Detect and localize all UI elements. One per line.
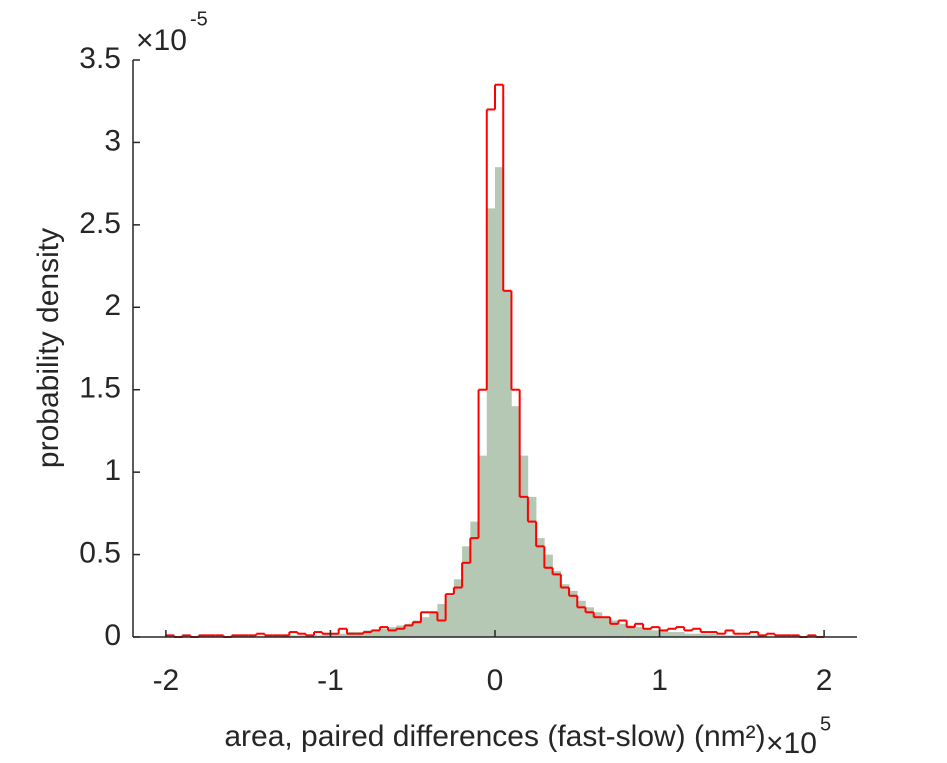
histogram-bar [322, 633, 331, 637]
y-tick-label: 2 [104, 289, 121, 322]
y-tick-label: 0 [104, 619, 121, 652]
histogram-bar [692, 633, 701, 637]
histogram-bar [519, 455, 529, 637]
histogram-bar [511, 406, 520, 637]
x-multiplier: ×10 [766, 727, 817, 760]
x-tick-label: 0 [487, 664, 504, 697]
y-tick-label: 1.5 [79, 372, 121, 405]
y-multiplier-exponent: -5 [190, 8, 208, 30]
histogram-bar [379, 628, 389, 637]
histogram-bar [297, 635, 307, 637]
x-tick-label: -2 [153, 664, 180, 697]
y-axis-label: probability density [32, 228, 65, 468]
y-tick-label: 3.5 [79, 42, 121, 75]
histogram-bar [363, 630, 372, 637]
histogram-bar [495, 167, 504, 637]
histogram-bar [725, 635, 734, 637]
histogram-bar [750, 635, 759, 637]
histogram-bar [478, 455, 488, 637]
x-tick-label: 1 [651, 664, 668, 697]
histogram-bar [593, 612, 603, 637]
histogram-bar [388, 627, 397, 637]
histogram-bar [585, 607, 595, 637]
y-tick-label: 1 [104, 454, 121, 487]
histogram-bar [577, 600, 586, 637]
histogram-bar [634, 627, 644, 637]
histogram-bar [601, 617, 611, 637]
histogram-bar [429, 612, 438, 637]
histogram-bar [486, 208, 496, 637]
histogram-bar [445, 595, 455, 637]
histogram-bar [412, 620, 422, 637]
histogram-bar [667, 632, 677, 637]
histogram-bar [453, 579, 463, 637]
histogram-bar [643, 628, 652, 637]
histogram-bar [470, 521, 479, 637]
histogram-bar [569, 590, 578, 637]
histogram-bar [626, 625, 636, 637]
histogram-bar [536, 538, 545, 637]
histogram-bar [420, 617, 430, 637]
histogram-bar [560, 584, 570, 637]
histogram-bar [544, 554, 553, 637]
x-tick-label: -1 [317, 664, 344, 697]
histogram-bar [404, 623, 414, 637]
x-tick-label: 2 [816, 664, 833, 697]
histogram-bar [289, 635, 298, 637]
y-tick-label: 0.5 [79, 536, 121, 569]
histogram-bar [684, 633, 693, 637]
histogram-bar [330, 633, 339, 637]
histogram-bar [462, 546, 471, 637]
histogram-bar [659, 630, 669, 637]
histogram-bar [610, 620, 619, 637]
histogram-bar [741, 635, 751, 637]
histogram-bar [717, 635, 726, 637]
histogram-bar [676, 632, 685, 637]
histogram-bar [552, 571, 562, 637]
histogram-bar [503, 290, 512, 637]
histogram-bar [618, 623, 627, 637]
histogram-bar [338, 633, 348, 637]
histogram-bar [371, 630, 381, 637]
x-axis-label: area, paired differences (fast-slow) (nm… [224, 720, 765, 753]
histogram-bar [527, 496, 537, 637]
histogram-bar [651, 630, 660, 637]
histogram-bar [396, 625, 405, 637]
histogram-bar [708, 633, 718, 637]
histogram-bar [733, 635, 743, 637]
histogram-bar [700, 633, 710, 637]
histogram-bar [314, 635, 323, 637]
y-tick-label: 2.5 [79, 207, 121, 240]
y-multiplier: ×10 [136, 24, 187, 57]
x-multiplier-exponent: 5 [820, 713, 831, 735]
y-tick-label: 3 [104, 124, 121, 157]
